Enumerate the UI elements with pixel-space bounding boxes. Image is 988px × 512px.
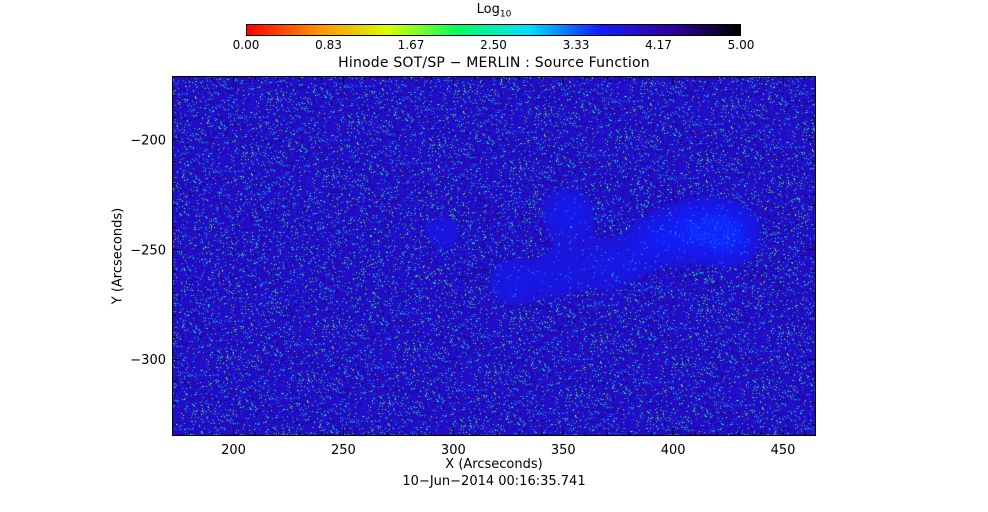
x-tick-label: 350 [551,443,576,458]
plot-title: Hinode SOT/SP − MERLIN : Source Function [338,55,650,71]
colorbar-label: Log10 [0,2,988,20]
x-tick-label: 400 [661,443,686,458]
colorbar-tick-label: 2.50 [480,38,507,52]
colorbar-label-sub: 10 [499,9,512,20]
colorbar-tick-label: 0.83 [315,38,342,52]
x-axis-label: X (Arcseconds) [445,457,543,472]
y-tick-label: −300 [130,353,166,368]
colorbar-tick-label: 0.00 [232,38,260,52]
colorbar [246,24,741,36]
colorbar-tick-label: 4.17 [645,38,672,52]
x-tick-label: 200 [221,443,246,458]
y-axis-label: Y (Arcseconds) [110,207,126,305]
heatmap-plot-area [172,76,816,436]
heatmap-image [173,77,815,435]
colorbar-tick-label: 1.67 [397,38,425,52]
y-tick-label: −250 [130,243,166,258]
colorbar-tick-label: 5.00 [727,38,755,52]
colorbar-label-main: Log [476,2,500,17]
colorbar-tick-label: 3.33 [562,38,590,52]
y-tick-label: −200 [130,134,166,149]
x-tick-label: 300 [441,443,466,458]
x-tick-label: 250 [331,443,356,458]
x-tick-label: 450 [771,443,796,458]
timestamp: 10−Jun−2014 00:16:35.741 [402,474,586,489]
